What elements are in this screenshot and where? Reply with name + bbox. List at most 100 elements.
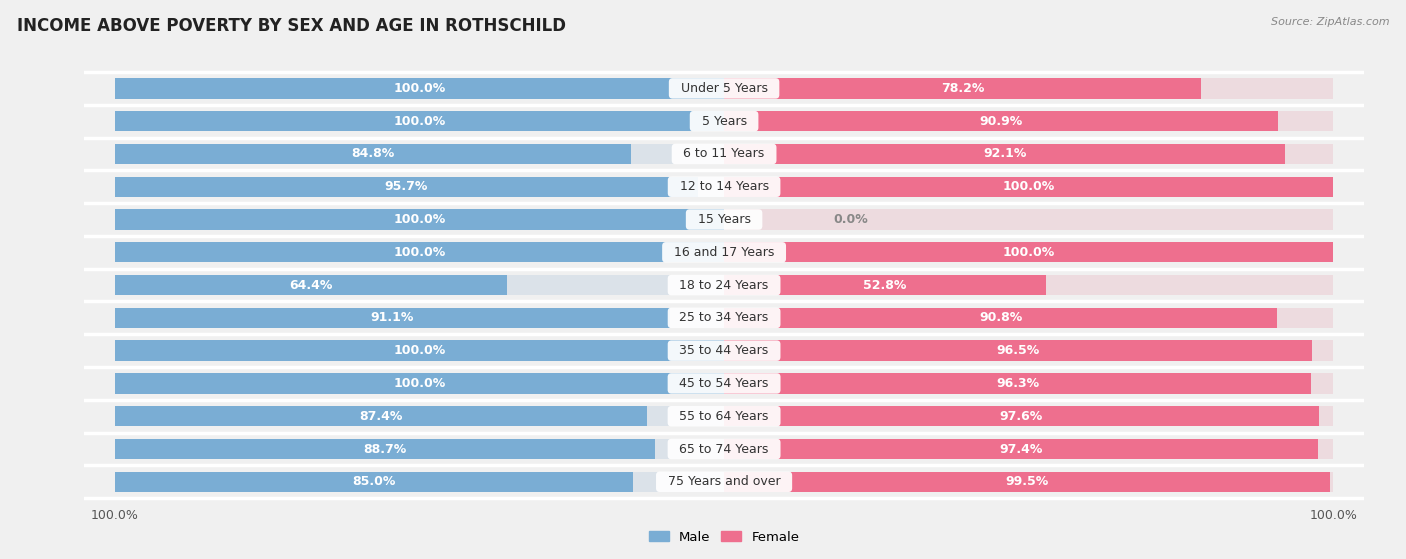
Text: 87.4%: 87.4% (360, 410, 402, 423)
Text: Source: ZipAtlas.com: Source: ZipAtlas.com (1271, 17, 1389, 27)
Text: 55 to 64 Years: 55 to 64 Years (672, 410, 776, 423)
Bar (724, 472, 1330, 492)
Bar (724, 78, 1201, 98)
Bar (115, 242, 1333, 263)
Bar (724, 144, 1285, 164)
Bar (115, 439, 1333, 459)
Bar (724, 307, 1277, 328)
Bar (115, 144, 631, 164)
Bar (115, 177, 1333, 197)
Bar (724, 275, 1046, 295)
Text: 90.8%: 90.8% (979, 311, 1022, 324)
Text: 100.0%: 100.0% (1002, 180, 1054, 193)
Bar (724, 242, 1333, 263)
Bar (115, 275, 508, 295)
Text: 88.7%: 88.7% (363, 443, 406, 456)
Bar (724, 340, 1312, 361)
Bar (115, 307, 1333, 328)
Bar (115, 111, 724, 131)
Bar (724, 111, 1278, 131)
Text: 90.9%: 90.9% (980, 115, 1022, 127)
Bar (115, 177, 697, 197)
Text: 100.0%: 100.0% (1002, 246, 1054, 259)
Text: 52.8%: 52.8% (863, 278, 907, 292)
Bar (724, 144, 1333, 164)
Bar (724, 275, 1333, 295)
Text: 5 Years: 5 Years (693, 115, 755, 127)
Text: 97.6%: 97.6% (1000, 410, 1043, 423)
Text: Under 5 Years: Under 5 Years (672, 82, 776, 95)
Legend: Male, Female: Male, Female (644, 525, 804, 549)
Bar (724, 373, 1310, 394)
Bar (115, 373, 724, 394)
Text: 18 to 24 Years: 18 to 24 Years (672, 278, 776, 292)
Text: 91.1%: 91.1% (371, 311, 413, 324)
Text: 65 to 74 Years: 65 to 74 Years (672, 443, 776, 456)
Bar (115, 472, 724, 492)
Bar (724, 177, 1333, 197)
Bar (724, 177, 1333, 197)
Text: 16 and 17 Years: 16 and 17 Years (666, 246, 782, 259)
Bar (724, 307, 1333, 328)
Bar (115, 340, 1333, 361)
Bar (115, 340, 724, 361)
Bar (724, 242, 1333, 263)
Bar (115, 406, 1333, 427)
Text: 100.0%: 100.0% (394, 82, 446, 95)
Bar (115, 210, 724, 230)
Bar (724, 406, 1319, 427)
Text: 0.0%: 0.0% (834, 213, 869, 226)
Bar (115, 111, 1333, 131)
Text: 100.0%: 100.0% (394, 213, 446, 226)
Bar (724, 111, 1333, 131)
Bar (724, 78, 1333, 98)
Text: 84.8%: 84.8% (352, 148, 395, 160)
Bar (724, 406, 1333, 427)
Bar (115, 472, 633, 492)
Text: 25 to 34 Years: 25 to 34 Years (672, 311, 776, 324)
Bar (115, 111, 724, 131)
Text: 15 Years: 15 Years (689, 213, 759, 226)
Bar (115, 242, 724, 263)
Text: 100.0%: 100.0% (394, 115, 446, 127)
Text: 6 to 11 Years: 6 to 11 Years (675, 148, 773, 160)
Text: 35 to 44 Years: 35 to 44 Years (672, 344, 776, 357)
Text: 64.4%: 64.4% (290, 278, 333, 292)
Bar (115, 144, 1333, 164)
Bar (724, 373, 1333, 394)
Bar (115, 275, 1333, 295)
Bar (115, 439, 655, 459)
Text: 45 to 54 Years: 45 to 54 Years (672, 377, 776, 390)
Bar (724, 472, 1333, 492)
Text: 85.0%: 85.0% (352, 475, 395, 489)
Bar (115, 210, 724, 230)
Bar (115, 406, 647, 427)
Text: 96.5%: 96.5% (997, 344, 1039, 357)
Bar (115, 307, 669, 328)
Text: 100.0%: 100.0% (394, 377, 446, 390)
Text: 100.0%: 100.0% (394, 344, 446, 357)
Text: 97.4%: 97.4% (1000, 443, 1042, 456)
Bar (724, 340, 1333, 361)
Text: 12 to 14 Years: 12 to 14 Years (672, 180, 776, 193)
Text: INCOME ABOVE POVERTY BY SEX AND AGE IN ROTHSCHILD: INCOME ABOVE POVERTY BY SEX AND AGE IN R… (17, 17, 565, 35)
Bar (115, 144, 724, 164)
Bar (115, 78, 724, 98)
Text: 100.0%: 100.0% (394, 246, 446, 259)
Bar (115, 78, 1333, 98)
Text: 75 Years and over: 75 Years and over (659, 475, 789, 489)
Text: 95.7%: 95.7% (385, 180, 427, 193)
Bar (115, 177, 724, 197)
Bar (115, 78, 724, 98)
Bar (115, 439, 724, 459)
Bar (115, 406, 724, 427)
Bar (724, 439, 1317, 459)
Text: 92.1%: 92.1% (983, 148, 1026, 160)
Bar (115, 210, 1333, 230)
Bar (115, 472, 1333, 492)
Bar (115, 242, 724, 263)
Bar (724, 439, 1333, 459)
Text: 78.2%: 78.2% (941, 82, 984, 95)
Bar (115, 307, 724, 328)
Text: 99.5%: 99.5% (1005, 475, 1049, 489)
